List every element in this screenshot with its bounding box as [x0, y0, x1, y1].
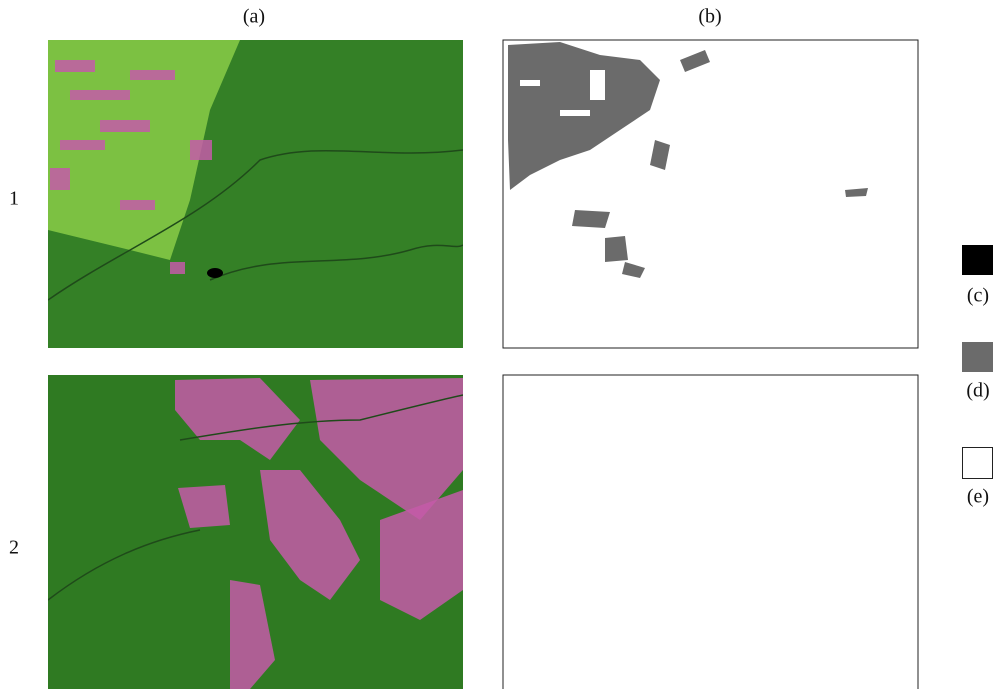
satellite-image: [48, 375, 463, 689]
map-frame: [503, 375, 918, 689]
classification-map: [503, 40, 918, 348]
legend-swatch: [962, 245, 993, 275]
column-label: (a): [243, 6, 265, 28]
row-label: 1: [9, 188, 19, 210]
legend-swatch: [963, 448, 993, 479]
row-label: 2: [9, 537, 19, 559]
satellite-image: [48, 40, 463, 348]
column-label: (b): [698, 6, 721, 28]
figure: (a) (b) 1 2: [0, 0, 993, 689]
legend-label: (c): [967, 285, 989, 307]
legend-swatch: [962, 342, 993, 372]
legend-label: (e): [967, 486, 989, 508]
legend-label: (d): [966, 380, 989, 402]
